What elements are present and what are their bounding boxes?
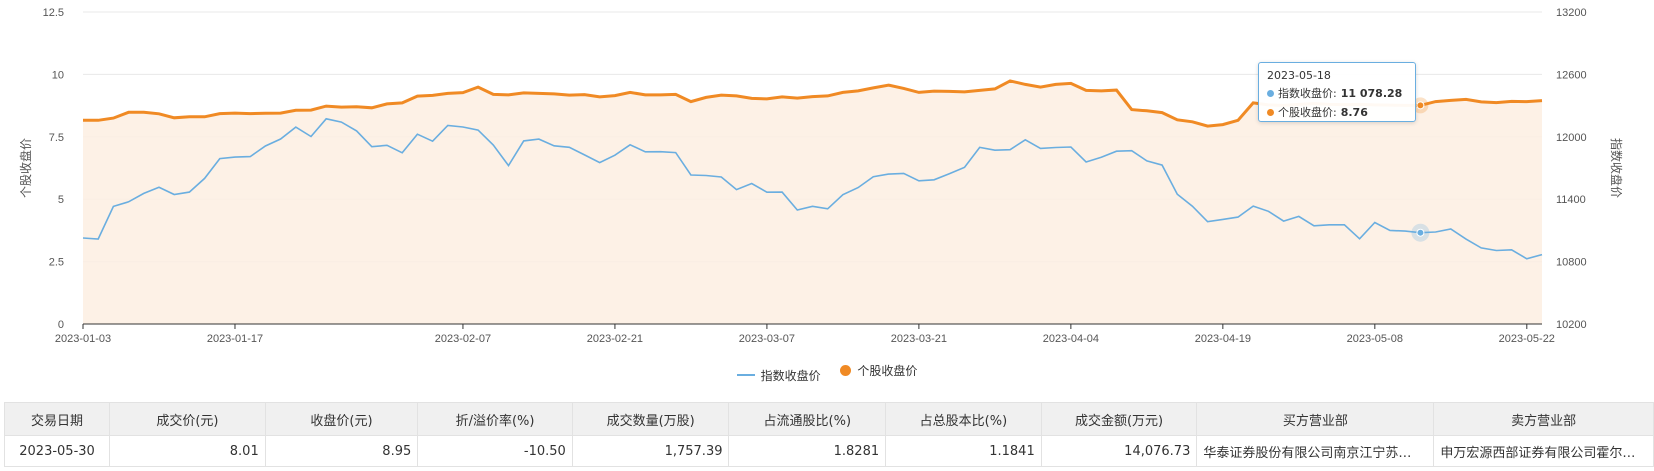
y-left-title: 个股收盘价: [18, 138, 33, 198]
x-tick-label: 2023-02-21: [587, 333, 643, 345]
header-float-pct[interactable]: 占流通股比(%): [728, 402, 887, 436]
block-trade-table: 交易日期 成交价(元) 收盘价(元) 折/溢价率(%) 成交数量(万股) 占流通…: [3, 402, 1654, 467]
y-axis-right: 10200 10800 11400 12000 12600 13200: [1556, 7, 1587, 331]
x-tick-label: 2023-01-17: [207, 333, 263, 345]
cell-amount: 14,076.73: [1040, 435, 1198, 467]
tooltip-stock-label: 个股收盘价:: [1278, 106, 1337, 119]
tooltip-index-value: 11 078.28: [1340, 86, 1403, 100]
y-right-tick-label: 10800: [1556, 257, 1587, 269]
header-buyer[interactable]: 买方营业部: [1196, 402, 1435, 436]
price-chart: 2023-01-03 2023-01-17 2023-02-07 2023-02-21…: [18, 7, 1624, 345]
header-seller[interactable]: 卖方营业部: [1433, 402, 1654, 436]
header-volume[interactable]: 成交数量(万股): [571, 402, 730, 436]
y-left-tick-label: 7.5: [49, 132, 64, 144]
header-price[interactable]: 成交价(元): [109, 402, 266, 436]
header-total-pct[interactable]: 占总股本比(%): [885, 402, 1042, 436]
table-header-row: 交易日期 成交价(元) 收盘价(元) 折/溢价率(%) 成交数量(万股) 占流通…: [3, 402, 1654, 436]
cell-float-pct: 1.8281: [728, 435, 887, 467]
tooltip-index-row: 指数收盘价: 11 078.28: [1267, 85, 1407, 101]
index-hover-point: [1416, 228, 1425, 237]
cell-close: 8.95: [264, 435, 419, 467]
circle-icon: [840, 365, 852, 376]
x-tick-label: 2023-03-07: [739, 333, 795, 345]
header-close[interactable]: 收盘价(元): [264, 402, 419, 436]
y-left-tick-label: 12.5: [43, 7, 64, 19]
header-date[interactable]: 交易日期: [3, 402, 111, 436]
x-tick-label: 2023-04-04: [1043, 333, 1099, 345]
line-icon: [736, 374, 755, 376]
y-left-tick-label: 10: [52, 69, 64, 81]
table-row: 2023-05-30 8.01 8.95 -10.50 1,757.39 1.8…: [3, 435, 1654, 467]
y-right-tick-label: 11400: [1556, 194, 1586, 206]
chart-legend: 指数收盘价 个股收盘价: [0, 362, 1654, 384]
stock-close-area: [83, 80, 1542, 325]
header-amount[interactable]: 成交金额(万元): [1040, 402, 1198, 436]
x-tick-label: 2023-05-22: [1499, 333, 1555, 345]
cell-premium: -10.50: [417, 435, 573, 467]
x-tick-label: 2023-01-03: [55, 333, 111, 345]
y-right-tick-label: 12600: [1556, 69, 1587, 81]
y-right-tick-label: 12000: [1556, 132, 1587, 144]
cell-price: 8.01: [109, 435, 266, 467]
chart-tooltip: 2023-05-18 指数收盘价: 11 078.28 个股收盘价: 8.76: [1258, 62, 1416, 122]
x-tick-label: 2023-04-19: [1195, 333, 1251, 345]
y-left-tick-label: 0: [58, 319, 64, 331]
hover-markers[interactable]: [1411, 97, 1430, 242]
tooltip-stock-row: 个股收盘价: 8.76: [1267, 104, 1407, 120]
tooltip-date: 2023-05-18: [1267, 69, 1331, 82]
legend-item-index[interactable]: 指数收盘价: [736, 367, 821, 384]
cell-total-pct: 1.1841: [885, 435, 1042, 467]
y-left-tick-label: 5: [58, 194, 64, 206]
legend-label-stock: 个股收盘价: [857, 364, 918, 378]
tooltip-index-label: 指数收盘价:: [1278, 87, 1337, 100]
stock-hover-point: [1416, 101, 1425, 110]
legend-item-stock[interactable]: 个股收盘价: [840, 362, 917, 379]
tooltip-stock-value: 8.76: [1340, 105, 1368, 119]
x-tick-label: 2023-05-08: [1347, 333, 1403, 345]
y-right-tick-label: 13200: [1556, 7, 1587, 19]
y-axis-left: 0 2.5 5 7.5 10 12.5: [43, 7, 64, 331]
series-points: [82, 80, 1543, 259]
index-close-line: [82, 117, 1543, 260]
cell-volume: 1,757.39: [571, 435, 730, 467]
stock-dot-icon: [1267, 108, 1274, 116]
cell-buyer[interactable]: 华泰证券股份有限公司南京江宁苏…: [1196, 435, 1435, 467]
x-axis: 2023-01-03 2023-01-17 2023-02-07 2023-02-21…: [55, 324, 1555, 345]
y-right-tick-label: 10200: [1556, 319, 1587, 331]
legend-label-index: 指数收盘价: [760, 368, 821, 383]
cell-seller[interactable]: 申万宏源西部证券有限公司霍尔…: [1433, 435, 1654, 467]
y-left-tick-label: 2.5: [49, 257, 64, 269]
cell-date: 2023-05-30: [3, 435, 111, 467]
y-right-title: 指数收盘价: [1609, 138, 1624, 198]
x-tick-label: 2023-03-21: [891, 333, 947, 345]
index-dot-icon: [1267, 89, 1274, 97]
x-tick-label: 2023-02-07: [435, 333, 491, 345]
header-premium[interactable]: 折/溢价率(%): [417, 402, 573, 436]
